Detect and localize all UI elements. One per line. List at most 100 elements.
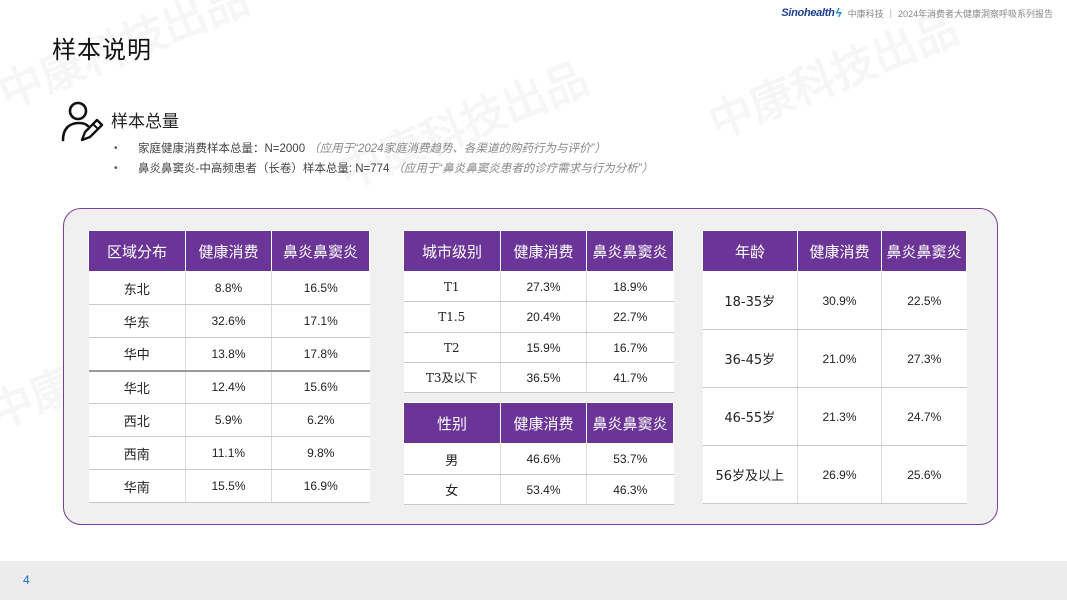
table-cell: 6.2% [271,403,370,437]
table-header: 年龄 [702,230,798,272]
table-row: 华东 32.6% 17.1% [88,304,370,338]
person-edit-icon [61,101,104,142]
gender-table: 性别 健康消费 鼻炎鼻窦炎 男 46.6% 53.7% 女 53.4% 46.3… [403,402,674,505]
table-cell: 21.3% [797,387,882,446]
table-cell: 5.9% [185,403,272,437]
table-cell: 13.8% [185,337,272,372]
table-row: T3及以下 36.5% 41.7% [403,362,674,393]
list-item: • 家庭健康消费样本总量：N=2000 （应用于“2024家庭消费趋势、各渠道的… [114,138,653,158]
sample-item-text: 鼻炎鼻窦炎-中高频患者（长卷）样本总量: N=774 [138,163,390,175]
table-cell: 46.3% [586,474,674,505]
table-cell: 53.7% [586,443,674,475]
table-cell: 15.9% [500,332,587,363]
row-label: 西北 [88,403,186,437]
page-title: 样本说明 [52,36,152,64]
table-cell: 16.5% [271,271,370,305]
brand-header: Sinohealth ϟ 中康科技 | 2024年消费者大健康洞察呼吸系列报告 [781,6,1053,20]
table-header: 鼻炎鼻窦炎 [271,230,370,272]
table-cell: 22.5% [881,271,967,330]
table-cell: 15.5% [185,469,272,503]
row-label: T1.5 [403,301,501,333]
table-cell: 27.3% [881,329,967,388]
table-cell: 8.8% [185,271,272,305]
table-cell: 32.6% [185,304,272,338]
sample-item-text: 家庭健康消费样本总量：N=2000 [138,143,306,155]
table-header: 区域分布 [88,230,186,272]
row-label: 女 [403,474,501,505]
table-row: 18-35岁 30.9% 22.5% [702,271,967,330]
row-label: 华东 [88,304,186,338]
row-label: 华南 [88,469,186,503]
watermark: 中康科技出品 [701,3,966,150]
list-item: • 鼻炎鼻窦炎-中高频患者（长卷）样本总量: N=774 （应用于“鼻炎鼻窦炎患… [114,158,653,178]
brand-company: 中康科技 [847,8,884,19]
table-cell: 16.7% [586,332,674,363]
row-label: 东北 [88,271,186,305]
sample-item-note: （应用于“2024家庭消费趋势、各渠道的购药行为与评价”） [308,143,606,155]
table-header: 健康消费 [797,230,882,272]
table-cell: 17.1% [271,304,370,338]
table-cell: 36.5% [500,362,587,393]
table-cell: 18.9% [586,271,674,302]
region-table: 区域分布 健康消费 鼻炎鼻窦炎 东北 8.8% 16.5% 华东 32.6% 1… [88,230,370,503]
table-row: T1 27.3% 18.9% [403,271,674,302]
table-cell: 16.9% [271,469,370,503]
sinohealth-logo: Sinohealth ϟ [781,6,842,20]
row-label: 46-55岁 [702,387,798,446]
table-header: 鼻炎鼻窦炎 [586,230,674,272]
table-row: 46-55岁 21.3% 24.7% [702,387,967,446]
brand-report-title: 2024年消费者大健康洞察呼吸系列报告 [897,8,1053,19]
table-header: 鼻炎鼻窦炎 [586,402,674,444]
table-header: 性别 [403,402,501,444]
table-header: 健康消费 [185,230,272,272]
table-row: 华北 12.4% 15.6% [88,370,370,404]
table-cell: 41.7% [586,362,674,393]
table-cell: 24.7% [881,387,967,446]
age-table: 年龄 健康消费 鼻炎鼻窦炎 18-35岁 30.9% 22.5% 36-45岁 … [702,230,967,504]
page-number: 4 [23,573,30,587]
row-label: 华北 [88,370,186,404]
row-label: 男 [403,443,501,475]
table-cell: 9.8% [271,436,370,470]
table-cell: 17.8% [271,337,370,372]
table-row: 56岁及以上 26.9% 25.6% [702,445,967,504]
table-header: 城市级别 [403,230,501,272]
table-cell: 27.3% [500,271,587,302]
brand-separator: | [889,8,892,18]
table-row: 华中 13.8% 17.8% [88,337,370,372]
row-label: T2 [403,332,501,363]
table-row: 女 53.4% 46.3% [403,474,674,505]
table-row: 西南 11.1% 9.8% [88,436,370,470]
table-row: T1.5 20.4% 22.7% [403,301,674,333]
table-header: 健康消费 [500,402,587,444]
sample-heading: 样本总量 [111,112,179,132]
row-label: T1 [403,271,501,302]
table-cell: 26.9% [797,445,882,504]
table-row: 男 46.6% 53.7% [403,443,674,475]
row-label: 36-45岁 [702,329,798,388]
table-header: 健康消费 [500,230,587,272]
sample-item-note: （应用于“鼻炎鼻窦炎患者的诊疗需求与行为分析”） [392,163,654,175]
footer-bar: 4 [0,561,1067,600]
row-label: 华中 [88,337,186,372]
table-cell: 12.4% [185,370,272,404]
swoosh-icon: ϟ [835,6,842,20]
city-tier-table: 城市级别 健康消费 鼻炎鼻窦炎 T1 27.3% 18.9% T1.5 20.4… [403,230,674,393]
bullet-dot: • [114,142,118,154]
table-cell: 25.6% [881,445,967,504]
table-cell: 20.4% [500,301,587,333]
table-cell: 11.1% [185,436,272,470]
row-label: T3及以下 [403,362,501,393]
table-row: T2 15.9% 16.7% [403,332,674,363]
table-header: 鼻炎鼻窦炎 [881,230,967,272]
table-row: 华南 15.5% 16.9% [88,469,370,503]
row-label: 56岁及以上 [702,445,798,504]
table-row: 36-45岁 21.0% 27.3% [702,329,967,388]
table-cell: 46.6% [500,443,587,475]
table-cell: 30.9% [797,271,882,330]
sample-list: • 家庭健康消费样本总量：N=2000 （应用于“2024家庭消费趋势、各渠道的… [114,138,653,178]
table-cell: 53.4% [500,474,587,505]
table-cell: 21.0% [797,329,882,388]
table-row: 西北 5.9% 6.2% [88,403,370,437]
brand-logo-text: Sinohealth [781,7,835,19]
